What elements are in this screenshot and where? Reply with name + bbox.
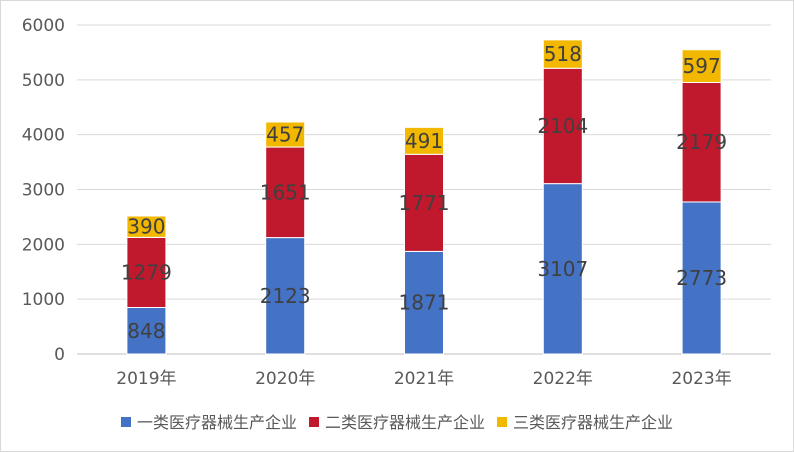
legend-label: 二类医疗器械生产企业 (325, 413, 485, 432)
bar-segment (404, 126, 444, 155)
data-label: 2773 (676, 266, 727, 290)
data-label: 2179 (676, 130, 727, 154)
y-tick-label: 5000 (22, 71, 65, 91)
data-label: 491 (405, 129, 443, 153)
x-tick-label: 2019年 (116, 369, 176, 389)
bar-segment (542, 183, 583, 355)
data-label: 848 (127, 319, 165, 343)
legend-swatch (497, 417, 507, 427)
data-label: 597 (683, 54, 721, 78)
x-tick-label: 2022年 (533, 369, 593, 389)
x-tick-label: 2023年 (671, 369, 731, 389)
x-tick-label: 2021年 (394, 369, 454, 389)
bar-segment (126, 307, 167, 355)
data-labels: 848 1279 390 2123 1651 457 1871 1771 491 3107 2104… (121, 42, 727, 343)
bar-segment (404, 153, 444, 252)
data-label: 3107 (537, 257, 588, 281)
y-tick-label: 0 (54, 345, 65, 365)
y-tick-label: 1000 (22, 290, 65, 310)
bar-segment (681, 49, 722, 83)
y-axis-ticks: 0 1000 2000 3000 4000 5000 6000 (22, 16, 65, 365)
y-tick-label: 3000 (22, 181, 65, 201)
bar-segment (542, 67, 583, 185)
bar-segment (265, 146, 306, 239)
bars (126, 39, 722, 355)
y-tick-label: 2000 (22, 235, 65, 255)
legend-swatch (309, 417, 319, 427)
data-label: 2123 (260, 284, 311, 308)
data-label: 390 (127, 215, 165, 239)
data-label: 518 (544, 42, 582, 66)
bar-segment (265, 237, 306, 355)
bar-segment (126, 215, 167, 238)
legend-label: 一类医疗器械生产企业 (137, 413, 297, 432)
data-label: 1771 (399, 191, 450, 215)
legend-swatch (121, 417, 131, 427)
data-label: 1871 (399, 291, 450, 315)
data-label: 1651 (260, 180, 311, 204)
x-tick-label: 2020年 (255, 369, 315, 389)
bar-segment (404, 250, 444, 355)
y-tick-label: 4000 (22, 126, 65, 146)
legend: 一类医疗器械生产企业 二类医疗器械生产企业 三类医疗器械生产企业 (121, 413, 673, 432)
bar-segment (265, 121, 306, 148)
legend-label: 三类医疗器械生产企业 (513, 413, 673, 432)
data-label: 1279 (121, 260, 172, 284)
bar-segment (681, 201, 722, 355)
data-label: 2104 (537, 114, 588, 138)
y-tick-label: 6000 (22, 16, 65, 36)
x-axis-ticks: 2019年 2020年 2021年 2022年 2023年 (116, 369, 731, 389)
bar-segment (681, 81, 722, 203)
data-label: 457 (266, 123, 304, 147)
bar-segment (542, 39, 583, 69)
bar-segment (126, 236, 167, 309)
